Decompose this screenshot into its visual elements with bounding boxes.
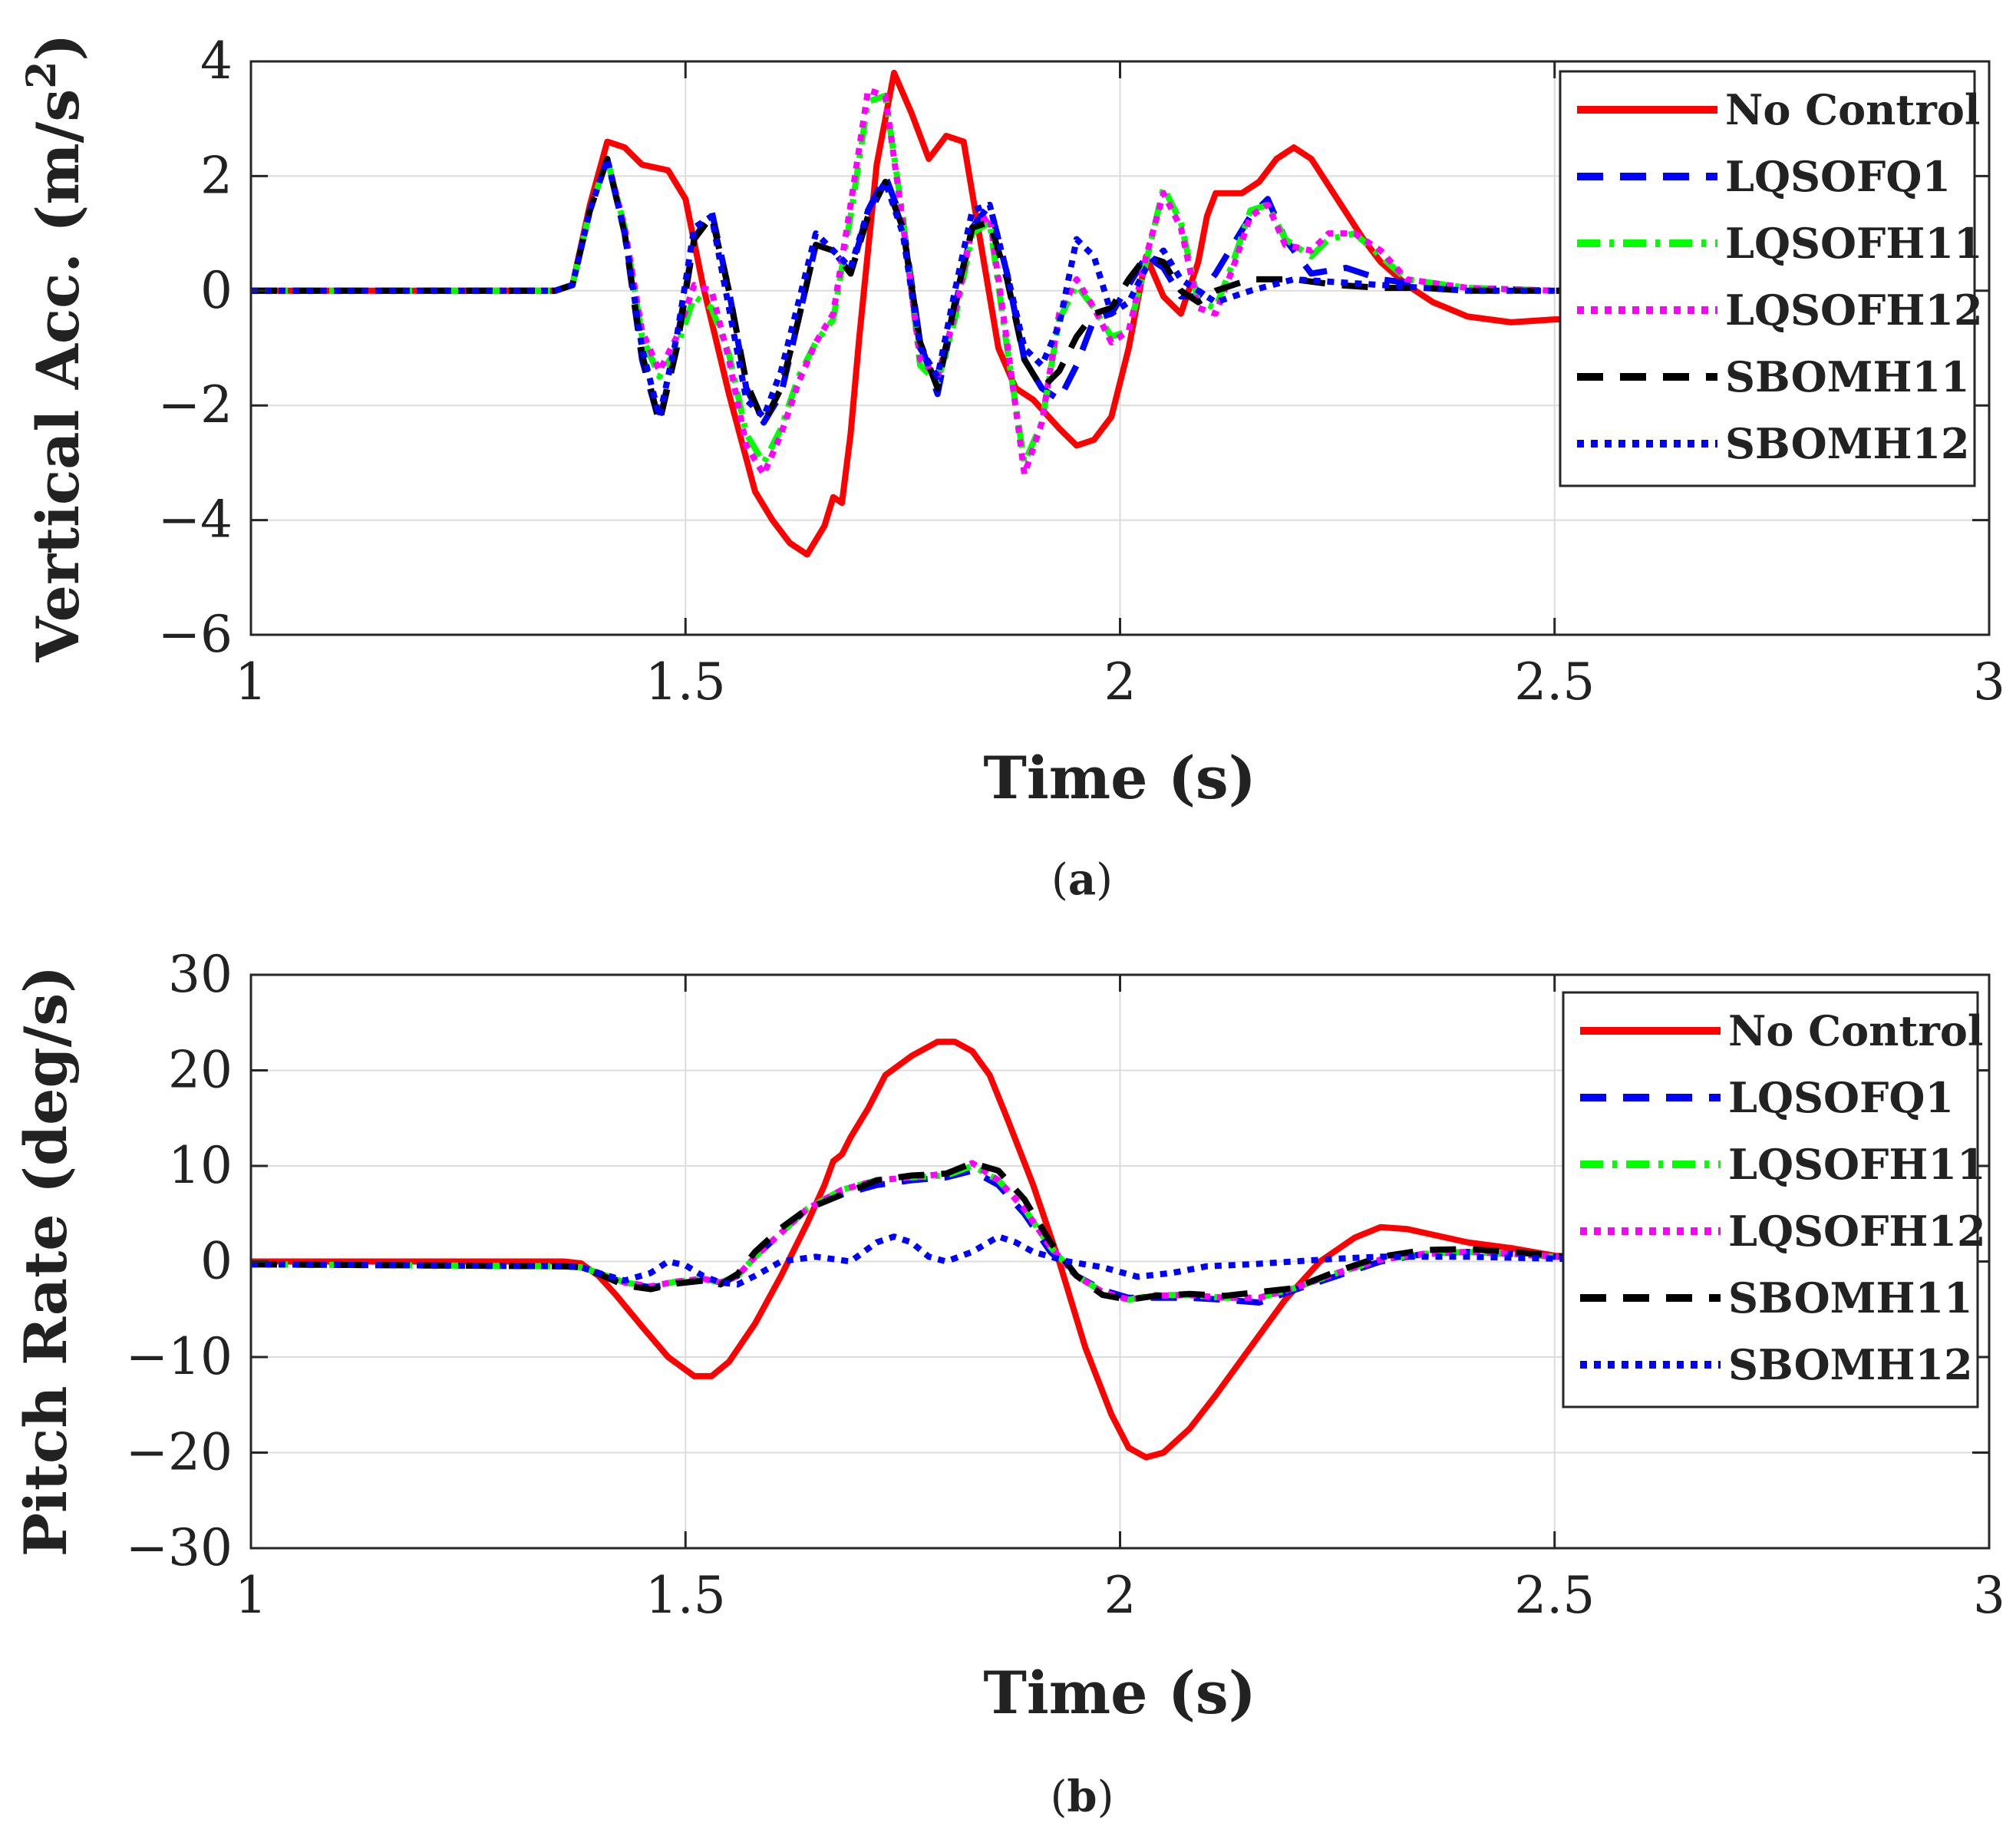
- series-line-lqsofh12: [251, 1160, 1599, 1303]
- x-tick-label: 2.5: [1514, 652, 1595, 712]
- chart-panel-a: 1 1.5 2 2.5 3 −6 −4 −2 0 2 4 Time (s) Vertical Acc…: [18, 31, 2005, 905]
- legend-label-lqsofq1: LQSOFQ1: [1725, 152, 1951, 201]
- legend-entries-b: No Control LQSOFQ1 LQSOFH11 LQSOFH12 SBOMH11…: [1580, 1006, 1986, 1389]
- legend-label-sbomh12: SBOMH12: [1725, 419, 1970, 468]
- y-axis-label-a-end: ): [24, 34, 92, 61]
- legend-label-lqsofh11: LQSOFH11: [1725, 219, 1983, 268]
- y-tick-label: −20: [126, 1423, 233, 1482]
- chart-panel-b: 1 1.5 2 2.5 3 −30 −20 −10 0 10 20 30 Time (s) Pitch…: [12, 945, 2005, 1822]
- legend-label-sbomh11: SBOMH11: [1728, 1273, 1973, 1323]
- x-tick-label: 1.5: [645, 652, 726, 712]
- x-axis-label-b: Time (s): [983, 1659, 1255, 1727]
- y-tick-label: 10: [168, 1136, 233, 1195]
- caption-b: (b): [1051, 1772, 1114, 1822]
- legend-label-no-control: No Control: [1728, 1006, 1983, 1055]
- legend-box-b: [1562, 991, 1979, 1408]
- y-tick-label: −10: [126, 1327, 233, 1386]
- x-tick-label: 1: [235, 652, 267, 712]
- y-axis-label-a-sup: 2: [18, 61, 65, 89]
- legend-label-no-control: No Control: [1725, 85, 1980, 134]
- ticks-b: 1 1.5 2 2.5 3 −30 −20 −10 0 10 20 30: [126, 945, 2005, 1625]
- y-tick-label: 4: [200, 31, 233, 91]
- x-tick-label: 3: [1973, 652, 2005, 712]
- series-line-lqsofh11: [251, 1163, 1599, 1303]
- y-tick-label: −30: [126, 1518, 233, 1577]
- y-axis-label-a-main: Vertical Acc. (m/s: [24, 89, 92, 663]
- legend-a: No Control LQSOFQ1 LQSOFH11 LQSOFH12 SBOMH11…: [1559, 70, 1983, 487]
- y-tick-label: 0: [200, 1232, 233, 1291]
- legend-label-lqsofh11: LQSOFH11: [1728, 1140, 1986, 1189]
- y-tick-label: −2: [158, 375, 233, 434]
- series-line-no-control: [251, 1039, 1599, 1461]
- series-line-sbomh11: [251, 1160, 1599, 1303]
- series-group-a: [251, 69, 1599, 558]
- caption-a: (a): [1051, 854, 1113, 905]
- y-tick-label: −6: [158, 605, 233, 664]
- x-tick-label: 1: [235, 1566, 267, 1625]
- caption-b-letter: b: [1067, 1772, 1097, 1822]
- legend-entries-a: No Control LQSOFQ1 LQSOFH11 LQSOFH12 SBOMH11…: [1577, 85, 1983, 468]
- y-tick-label: 20: [168, 1041, 233, 1100]
- x-axis-label-a: Time (s): [983, 744, 1255, 812]
- y-axis-label-a: Vertical Acc. (m/s2): [18, 34, 92, 663]
- y-tick-label: −4: [158, 490, 233, 550]
- caption-a-letter: a: [1068, 854, 1096, 905]
- legend-label-lqsofh12: LQSOFH12: [1725, 286, 1983, 335]
- legend-label-sbomh12: SBOMH12: [1728, 1340, 1973, 1389]
- legend-box-a: [1559, 70, 1976, 487]
- x-tick-label: 2.5: [1514, 1566, 1595, 1625]
- legend-label-sbomh11: SBOMH11: [1725, 352, 1970, 401]
- legend-b: No Control LQSOFQ1 LQSOFH11 LQSOFH12 SBOMH11…: [1562, 991, 1986, 1408]
- y-axis-label-b: Pitch Rate (deg/s): [12, 966, 80, 1557]
- x-tick-label: 2: [1104, 1566, 1137, 1625]
- series-line-sbomh12: [251, 1233, 1599, 1288]
- series-group-b: [251, 1039, 1599, 1461]
- ticks-a: 1 1.5 2 2.5 3 −6 −4 −2 0 2 4: [158, 31, 2005, 712]
- x-tick-label: 1.5: [645, 1566, 726, 1625]
- x-tick-label: 2: [1104, 652, 1137, 712]
- legend-label-lqsofh12: LQSOFH12: [1728, 1207, 1986, 1256]
- y-tick-label: 0: [200, 261, 233, 320]
- series-line-lqsofq1: [251, 1167, 1599, 1306]
- y-tick-label: 2: [200, 146, 233, 205]
- series-line-sbomh12: [251, 156, 1599, 421]
- x-tick-label: 3: [1973, 1566, 2005, 1625]
- legend-label-lqsofq1: LQSOFQ1: [1728, 1073, 1954, 1122]
- y-tick-label: 30: [168, 945, 233, 1004]
